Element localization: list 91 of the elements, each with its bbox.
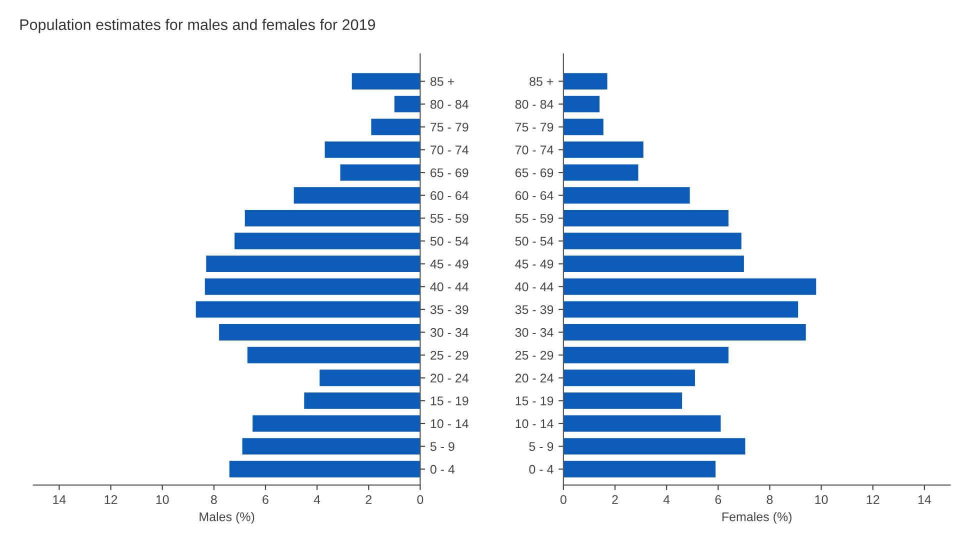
x-tick-label: 2 xyxy=(612,495,618,504)
y-tick-label: 80 - 84 xyxy=(515,100,554,109)
y-tick-label: 80 - 84 xyxy=(430,100,468,109)
y-tick-label: 50 - 54 xyxy=(515,236,554,246)
bar xyxy=(204,278,420,295)
y-tick-label: 60 - 64 xyxy=(515,191,554,200)
y-tick-label: 20 - 24 xyxy=(515,374,554,383)
y-tick-label: 40 - 44 xyxy=(430,282,468,292)
x-tick-label: 10 xyxy=(815,495,828,504)
bar xyxy=(563,210,728,226)
bar xyxy=(242,438,420,455)
y-tick-label: 85 + xyxy=(530,77,554,86)
x-tick-label: 14 xyxy=(918,495,932,504)
bar xyxy=(196,301,420,318)
bar xyxy=(371,118,420,136)
chart-title: Population estimates for males and females for 2019 xyxy=(20,18,376,34)
y-tick-label: 65 - 69 xyxy=(515,168,554,178)
x-tick-label: 14 xyxy=(53,495,66,504)
bar xyxy=(563,278,816,295)
x-tick-label: 0 xyxy=(417,495,424,504)
y-tick-label: 55 - 59 xyxy=(515,214,554,223)
bar xyxy=(563,346,728,364)
bar xyxy=(563,370,695,386)
bar xyxy=(219,324,420,340)
y-tick-label: 5 - 9 xyxy=(430,442,454,451)
bar xyxy=(247,346,420,364)
bar xyxy=(206,256,420,272)
y-tick-label: 25 - 29 xyxy=(430,350,468,360)
y-tick-label: 70 - 74 xyxy=(430,146,468,154)
y-tick-label: 15 - 19 xyxy=(430,396,468,406)
y-tick-label: 55 - 59 xyxy=(430,214,468,223)
y-tick-label: 65 - 69 xyxy=(430,168,468,178)
y-tick-label: 50 - 54 xyxy=(430,236,468,246)
bar xyxy=(563,164,638,181)
y-tick-label: 0 - 4 xyxy=(529,464,554,474)
x-tick-label: 6 xyxy=(262,495,268,504)
bar xyxy=(394,96,420,112)
x-tick-label: 4 xyxy=(663,495,670,504)
y-tick-label: 10 - 14 xyxy=(430,419,468,428)
y-tick-label: 25 - 29 xyxy=(515,350,554,360)
x-tick-label: 6 xyxy=(715,495,722,504)
bar xyxy=(234,232,420,250)
bar xyxy=(294,187,420,204)
y-tick-label: 45 - 49 xyxy=(430,260,468,268)
bar xyxy=(340,164,420,181)
x-tick-label: 8 xyxy=(766,495,773,504)
bar xyxy=(563,460,716,478)
bar xyxy=(563,438,746,455)
bar xyxy=(563,118,604,136)
bar xyxy=(324,142,420,158)
bar xyxy=(304,392,420,409)
x-tick-label: 2 xyxy=(366,495,372,504)
y-tick-label: 20 - 24 xyxy=(430,374,468,383)
x-tick-label: 4 xyxy=(314,495,320,504)
y-tick-label: 45 - 49 xyxy=(515,260,554,268)
y-tick-label: 75 - 79 xyxy=(515,122,554,132)
y-tick-label: 10 - 14 xyxy=(516,419,554,428)
x-axis-title: Males (%) xyxy=(200,512,254,524)
bar xyxy=(563,324,806,340)
y-tick-label: 35 - 39 xyxy=(515,305,554,314)
bar xyxy=(244,210,420,226)
bar xyxy=(229,460,420,478)
y-tick-label: 0 - 4 xyxy=(430,464,455,474)
bar xyxy=(320,370,420,386)
bar xyxy=(563,96,600,112)
x-tick-label: 8 xyxy=(210,495,217,504)
y-tick-label: 30 - 34 xyxy=(430,328,468,337)
bar xyxy=(563,187,690,204)
x-tick-label: 10 xyxy=(156,495,169,504)
bar xyxy=(563,301,798,318)
bar xyxy=(563,142,644,158)
x-tick-label: 0 xyxy=(560,495,566,504)
bar xyxy=(563,73,608,90)
x-tick-label: 12 xyxy=(866,495,880,504)
y-tick-label: 40 - 44 xyxy=(515,282,554,292)
y-tick-label: 75 - 79 xyxy=(430,122,468,132)
y-tick-label: 30 - 34 xyxy=(515,328,554,337)
bar xyxy=(352,73,420,90)
bar xyxy=(563,256,744,272)
x-axis-title: Females (%) xyxy=(722,512,792,524)
y-tick-label: 60 - 64 xyxy=(430,191,468,200)
bar xyxy=(252,415,420,432)
y-tick-label: 5 - 9 xyxy=(529,442,554,451)
bar xyxy=(563,415,721,432)
y-tick-label: 15 - 19 xyxy=(516,396,554,406)
y-tick-label: 70 - 74 xyxy=(515,146,554,154)
bar xyxy=(563,232,742,250)
y-tick-label: 35 - 39 xyxy=(430,305,468,314)
bar xyxy=(563,392,682,409)
y-tick-label: 85 + xyxy=(430,77,454,86)
x-tick-label: 12 xyxy=(104,495,118,504)
